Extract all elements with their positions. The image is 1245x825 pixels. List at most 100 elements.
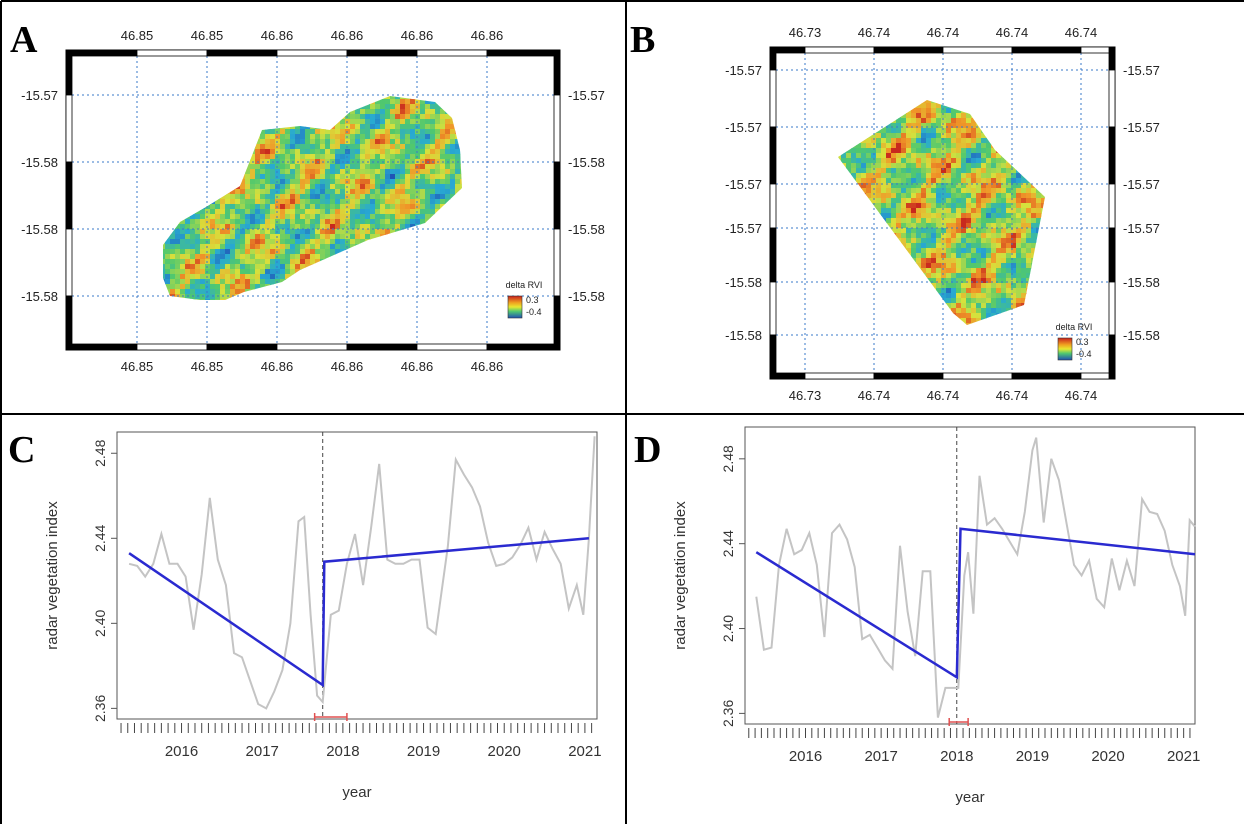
tick-label-right: -15.57	[1123, 221, 1160, 236]
map-frame-a	[65, 49, 561, 351]
y-tick-label: 2.36	[92, 695, 108, 722]
frame-segment	[769, 126, 777, 185]
tick-label-right: -15.58	[1123, 328, 1160, 343]
tick-label-right: -15.58	[568, 155, 605, 170]
x-tick-label: 2020	[1091, 748, 1124, 765]
tick-label-top: 46.73	[789, 25, 822, 40]
x-tick-label: 2018	[940, 748, 973, 765]
x-tick-label: 2017	[246, 743, 279, 760]
tick-label-right: -15.58	[1123, 275, 1160, 290]
frame-segment	[553, 228, 561, 297]
frame-segment	[486, 343, 561, 351]
tick-label-bottom: 46.86	[401, 359, 434, 374]
x-tick-label: 2017	[864, 748, 897, 765]
panel-letter-b: B	[630, 19, 655, 61]
tick-label-left: -15.58	[21, 155, 58, 170]
x-tick-label: 2018	[326, 743, 359, 760]
panel-letter-a: A	[10, 19, 38, 61]
tick-label-right: -15.57	[1123, 120, 1160, 135]
plot-panel-c: 2.36 2.40 2.44 2.48 2016 2017 2018 2019 2020 2021…	[44, 431, 602, 801]
tick-label-bottom: 46.74	[1065, 388, 1098, 403]
series-fitted-trend	[755, 527, 1196, 680]
tick-label-left: -15.58	[725, 328, 762, 343]
frame-segment	[346, 49, 418, 57]
frame-segment	[1108, 69, 1116, 128]
tick-label-top: 46.74	[927, 25, 960, 40]
frame-segment	[873, 46, 944, 54]
frame-segment	[1108, 334, 1116, 380]
frame-segment	[1108, 183, 1116, 229]
frame-segment	[1011, 372, 1082, 380]
y-tick-label: 2.48	[720, 445, 736, 472]
y-tick-label: 2.40	[92, 609, 108, 636]
x-tick-label: 2016	[165, 743, 198, 760]
tick-label-bottom: 46.86	[331, 359, 364, 374]
x-tick-label: 2021	[1167, 748, 1200, 765]
frame-segment	[136, 343, 208, 351]
y-axis-title: radar vegetation index	[672, 501, 689, 650]
x-tick-label: 2019	[1016, 748, 1049, 765]
map-panel-a: 46.85 46.85 46.85 46.85 46.86 46.86 46.86 46.86…	[21, 28, 605, 374]
tick-label-right: -15.57	[1123, 177, 1160, 192]
frame-segment	[276, 49, 348, 57]
frame-segment	[804, 372, 875, 380]
tick-label-left: -15.57	[21, 88, 58, 103]
y-tick-label: 2.44	[92, 524, 108, 551]
y-tick-label: 2.40	[720, 615, 736, 642]
map-panel-b: 46.73 46.73 46.74 46.74 46.74 46.74 46.74 46.74…	[725, 25, 1160, 403]
map-frame-b	[769, 46, 1116, 380]
frame-segment	[769, 69, 777, 128]
frame-segment	[416, 343, 488, 351]
frame-segment	[65, 49, 138, 57]
frame-segment	[769, 281, 777, 336]
frame-segment	[416, 49, 488, 57]
series-observed	[755, 437, 1196, 718]
x-tick-label: 2016	[789, 748, 822, 765]
frame-segment	[136, 49, 208, 57]
y-tick-label: 2.44	[720, 530, 736, 557]
legend-colorbar	[507, 295, 523, 319]
tick-label-bottom: 46.85	[121, 359, 154, 374]
frame-segment	[942, 372, 1013, 380]
tick-label-top: 46.85	[191, 28, 224, 43]
y-tick-label: 2.36	[720, 700, 736, 727]
frame-segment	[1108, 227, 1116, 283]
frame-segment	[873, 372, 944, 380]
frame-segment	[769, 46, 777, 71]
frame-segment	[486, 49, 561, 57]
frame-segment	[65, 161, 73, 230]
legend-title: delta RVI	[506, 280, 543, 290]
tick-label-top: 46.74	[858, 25, 891, 40]
frame-segment	[206, 49, 278, 57]
tick-label-right: -15.57	[1123, 63, 1160, 78]
tick-label-left: -15.57	[725, 221, 762, 236]
tick-label-right: -15.58	[568, 289, 605, 304]
frame-segment	[1108, 281, 1116, 336]
y-tick-label: 2.48	[92, 439, 108, 466]
frame-segment	[65, 49, 73, 96]
plot-panel-d: 2.36 2.40 2.44 2.48 2016 2017 2018 2019 2020 2021…	[672, 426, 1200, 806]
frame-segment	[206, 343, 278, 351]
frame-segment	[769, 227, 777, 283]
tick-label-left: -15.58	[21, 289, 58, 304]
frame-segment	[769, 334, 777, 380]
series-fitted-trend	[128, 537, 590, 688]
panel-letter-d: D	[634, 429, 661, 471]
tick-label-bottom: 46.74	[996, 388, 1029, 403]
map-ticks-a: 46.85 46.85 46.85 46.85 46.86 46.86 46.86 46.86…	[21, 28, 605, 374]
x-tick-label: 2019	[407, 743, 440, 760]
x-axis-title: year	[342, 784, 371, 801]
frame-segment	[1108, 46, 1116, 71]
tick-label-bottom: 46.73	[789, 388, 822, 403]
frame-segment	[1108, 126, 1116, 185]
tick-label-top: 46.86	[261, 28, 294, 43]
tick-label-right: -15.57	[568, 88, 605, 103]
tick-label-top: 46.74	[996, 25, 1029, 40]
tick-label-bottom: 46.85	[191, 359, 224, 374]
x-tick-label: 2020	[488, 743, 521, 760]
map-ticks-b: 46.73 46.73 46.74 46.74 46.74 46.74 46.74 46.74…	[725, 25, 1160, 403]
frame-segment	[65, 295, 73, 351]
tick-label-left: -15.57	[725, 120, 762, 135]
tick-label-bottom: 46.86	[471, 359, 504, 374]
y-axis-title: radar vegetation index	[44, 501, 61, 650]
